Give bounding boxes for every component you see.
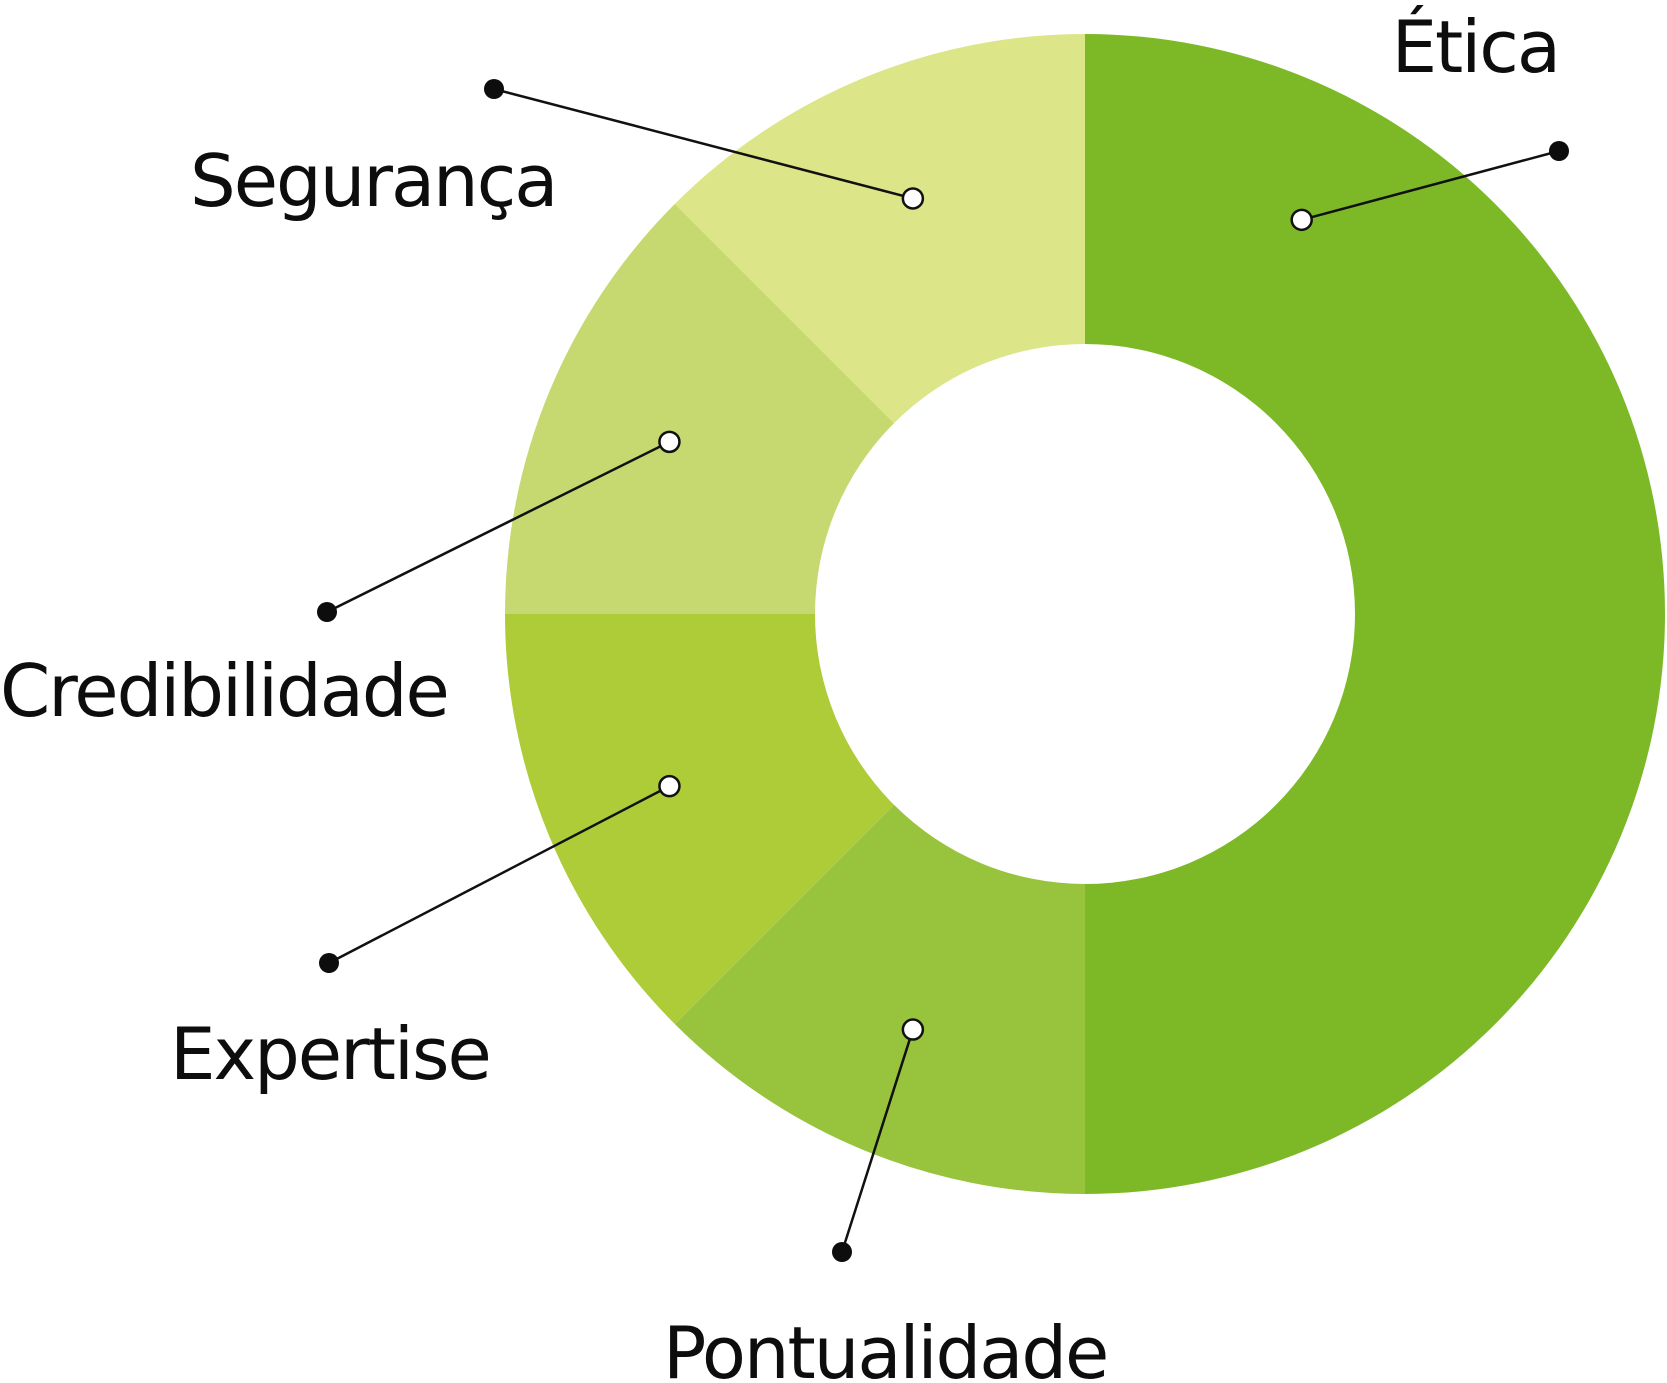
leader-line-expertise bbox=[328, 785, 671, 965]
leader-line-etica bbox=[1301, 149, 1560, 222]
slice-pontualidade bbox=[674, 804, 1085, 1194]
leader-anchor-pontualidade bbox=[901, 1018, 925, 1041]
leader-anchor-etica bbox=[1290, 208, 1313, 232]
leader-line-credibilidade bbox=[326, 440, 670, 614]
label-expertise: Expertise bbox=[170, 1012, 490, 1096]
slice-expertise bbox=[505, 614, 895, 1025]
leader-lines bbox=[317, 79, 1569, 1262]
leader-end-expertise bbox=[319, 953, 339, 973]
leader-end-credibilidade bbox=[317, 602, 337, 622]
leader-anchor-credibilidade bbox=[658, 430, 681, 454]
label-seguranca: Segurança bbox=[190, 139, 556, 223]
slice-seguranca bbox=[674, 34, 1085, 424]
slice-etica bbox=[1085, 34, 1665, 1194]
donut-slices bbox=[505, 34, 1665, 1194]
leader-end-etica bbox=[1549, 141, 1569, 161]
label-etica: Ética bbox=[1392, 5, 1559, 89]
leader-line-seguranca bbox=[493, 87, 914, 200]
label-credibilidade: Credibilidade bbox=[0, 649, 448, 733]
slice-credibilidade bbox=[505, 203, 895, 615]
label-pontualidade: Pontualidade bbox=[663, 1311, 1107, 1383]
leader-end-seguranca bbox=[484, 79, 504, 99]
leader-line-pontualidade bbox=[840, 1029, 915, 1253]
leader-anchor-expertise bbox=[658, 774, 681, 798]
leader-anchor-seguranca bbox=[901, 187, 925, 210]
leader-end-pontualidade bbox=[832, 1242, 852, 1262]
